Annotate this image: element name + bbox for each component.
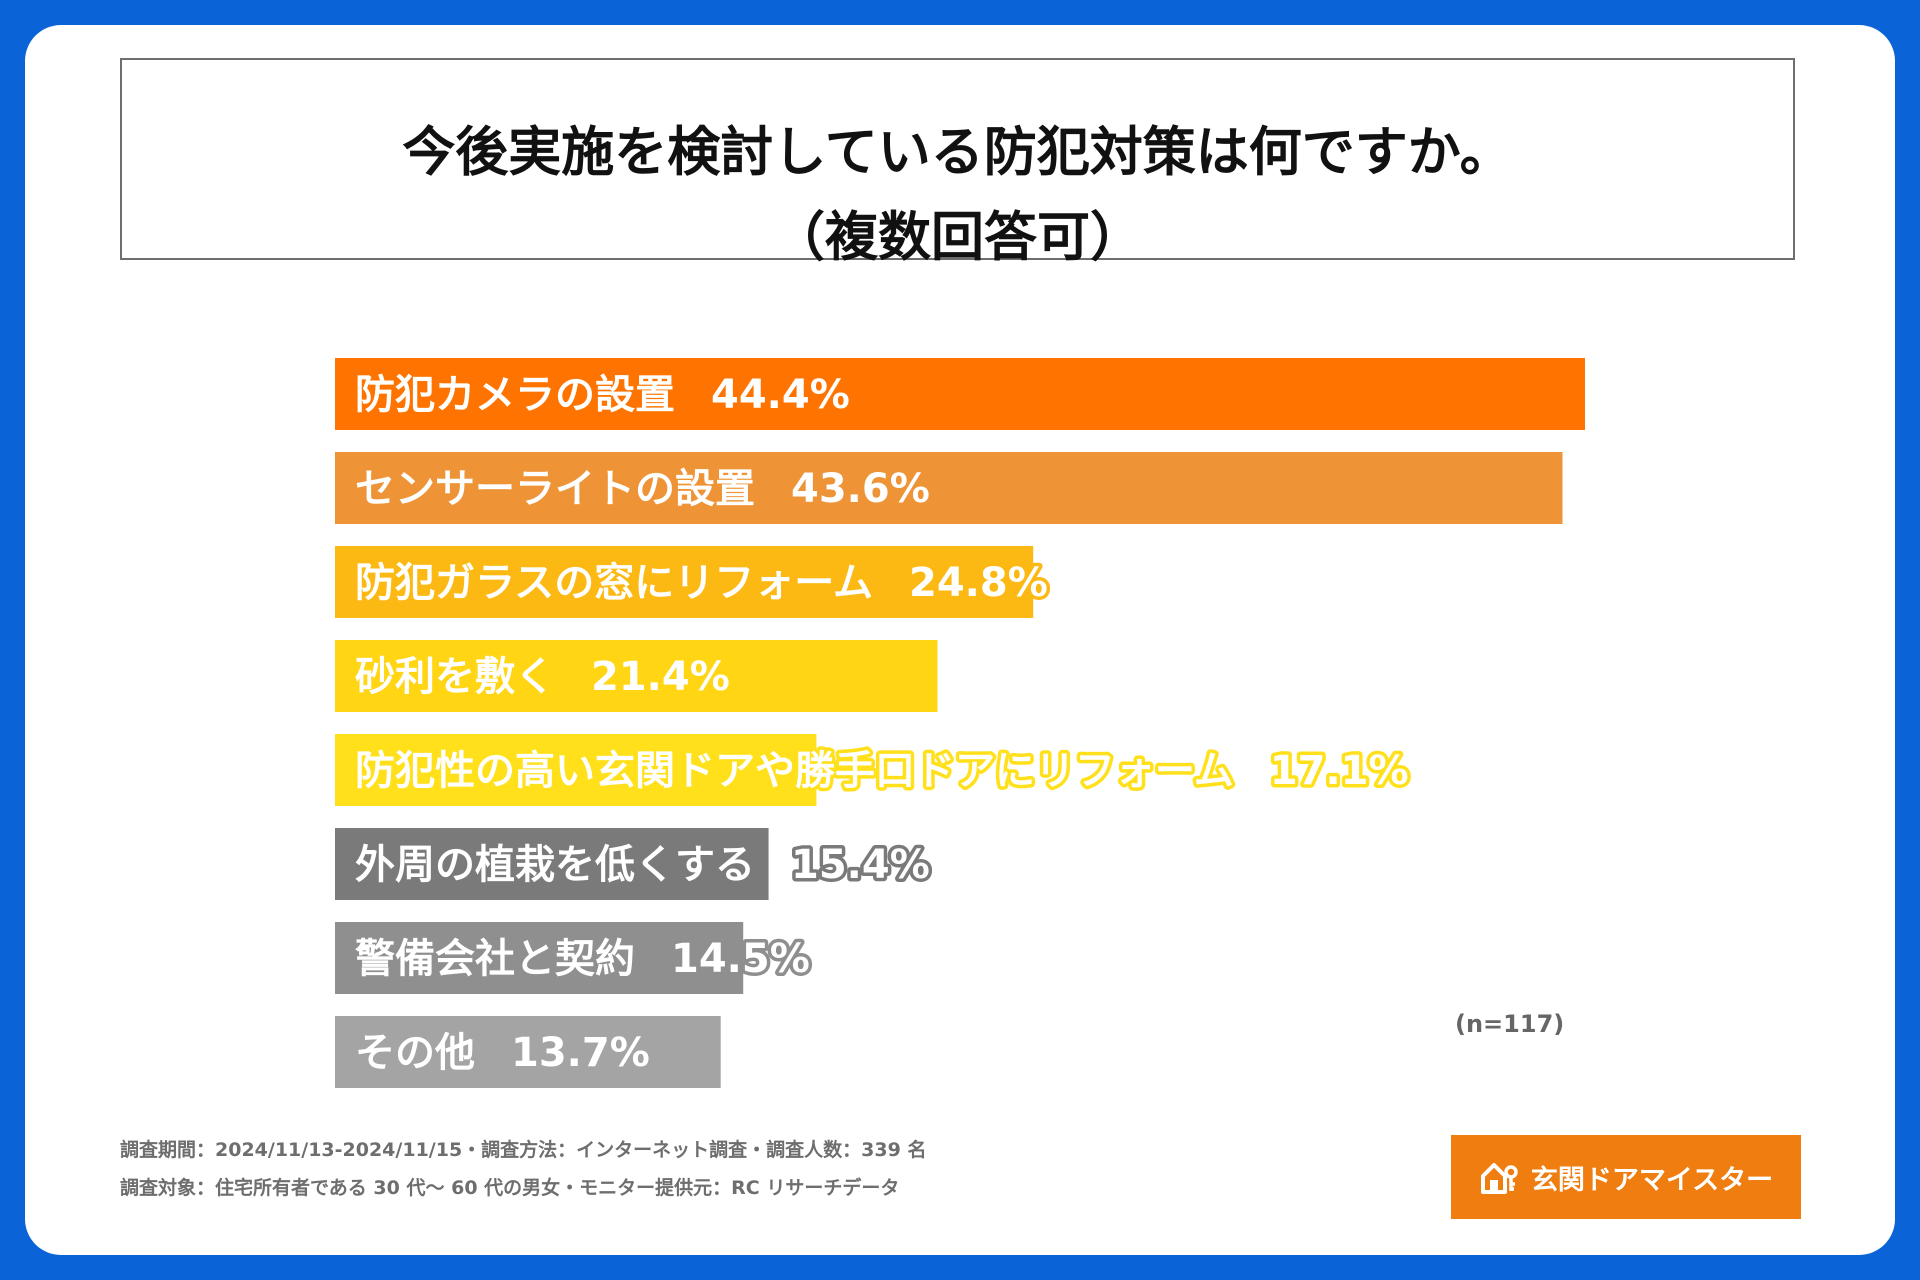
value-label-6: 15.4% bbox=[791, 842, 930, 888]
brand-logo-text: 玄関ドアマイスター bbox=[1530, 1164, 1774, 1196]
sample-size-note: (n=117) bbox=[1455, 1010, 1565, 1038]
page-title: 今後実施を検討している防犯対策は何ですか。 bbox=[402, 122, 1513, 183]
bar-1 bbox=[335, 358, 1585, 430]
category-label-7: 警備会社と契約 bbox=[355, 936, 635, 982]
category-label-1: 防犯カメラの設置 bbox=[355, 372, 675, 418]
bar-6 bbox=[335, 828, 769, 900]
survey-target-note: 調査対象：住宅所有者である 30 代～ 60 代の男女・モニター提供元：RC リ… bbox=[120, 1177, 900, 1199]
value-label-5: 17.1% bbox=[1270, 748, 1409, 794]
page-subtitle: （複数回答可） bbox=[772, 207, 1143, 268]
bar-label-3: 防犯ガラスの窓にリフォーム 24.8% bbox=[355, 560, 1048, 606]
category-label-4: 砂利を敷く bbox=[355, 654, 555, 700]
bar-label-7: 警備会社と契約 14.5% bbox=[355, 936, 810, 982]
category-label-5: 防犯性の高い玄関ドアや勝手口ドアにリフォーム bbox=[355, 748, 1234, 794]
value-label-8: 13.7% bbox=[511, 1030, 650, 1076]
bar-5 bbox=[335, 734, 817, 806]
value-label-2: 43.6% bbox=[791, 466, 930, 512]
title-box: 今後実施を検討している防犯対策は何ですか。 （複数回答可） bbox=[120, 58, 1795, 264]
value-label-3: 24.8% bbox=[909, 560, 1048, 606]
category-label-8: その他 bbox=[355, 1030, 475, 1076]
bar-label-6: 外周の植栽を低くする 15.4% bbox=[355, 842, 930, 888]
bar-label-5: 防犯性の高い玄関ドアや勝手口ドアにリフォーム 17.1% bbox=[355, 748, 1409, 794]
category-label-6: 外周の植栽を低くする bbox=[355, 842, 755, 888]
brand-logo: 玄関ドアマイスター bbox=[1451, 1135, 1801, 1219]
bar-4 bbox=[335, 640, 938, 712]
value-label-1: 44.4% bbox=[711, 372, 850, 418]
bar-label-8: その他 13.7% bbox=[355, 1030, 650, 1076]
bar-8 bbox=[335, 1016, 721, 1088]
bar-7 bbox=[335, 922, 744, 994]
value-label-4: 21.4% bbox=[591, 654, 730, 700]
value-label-7: 14.5% bbox=[671, 936, 810, 982]
bar-3 bbox=[335, 546, 1034, 618]
bar-label-2: センサーライトの設置 43.6% bbox=[355, 466, 930, 512]
bar-2 bbox=[335, 452, 1563, 524]
survey-period-note: 調査期間：2024/11/13-2024/11/15・調査方法：インターネット調… bbox=[120, 1139, 927, 1161]
bar-label-4: 砂利を敷く 21.4% bbox=[355, 654, 730, 700]
bar-label-1: 防犯カメラの設置 44.4% bbox=[355, 372, 850, 418]
category-label-3: 防犯ガラスの窓にリフォーム bbox=[355, 560, 873, 606]
category-label-2: センサーライトの設置 bbox=[355, 466, 755, 512]
house-key-icon bbox=[1480, 1163, 1518, 1194]
